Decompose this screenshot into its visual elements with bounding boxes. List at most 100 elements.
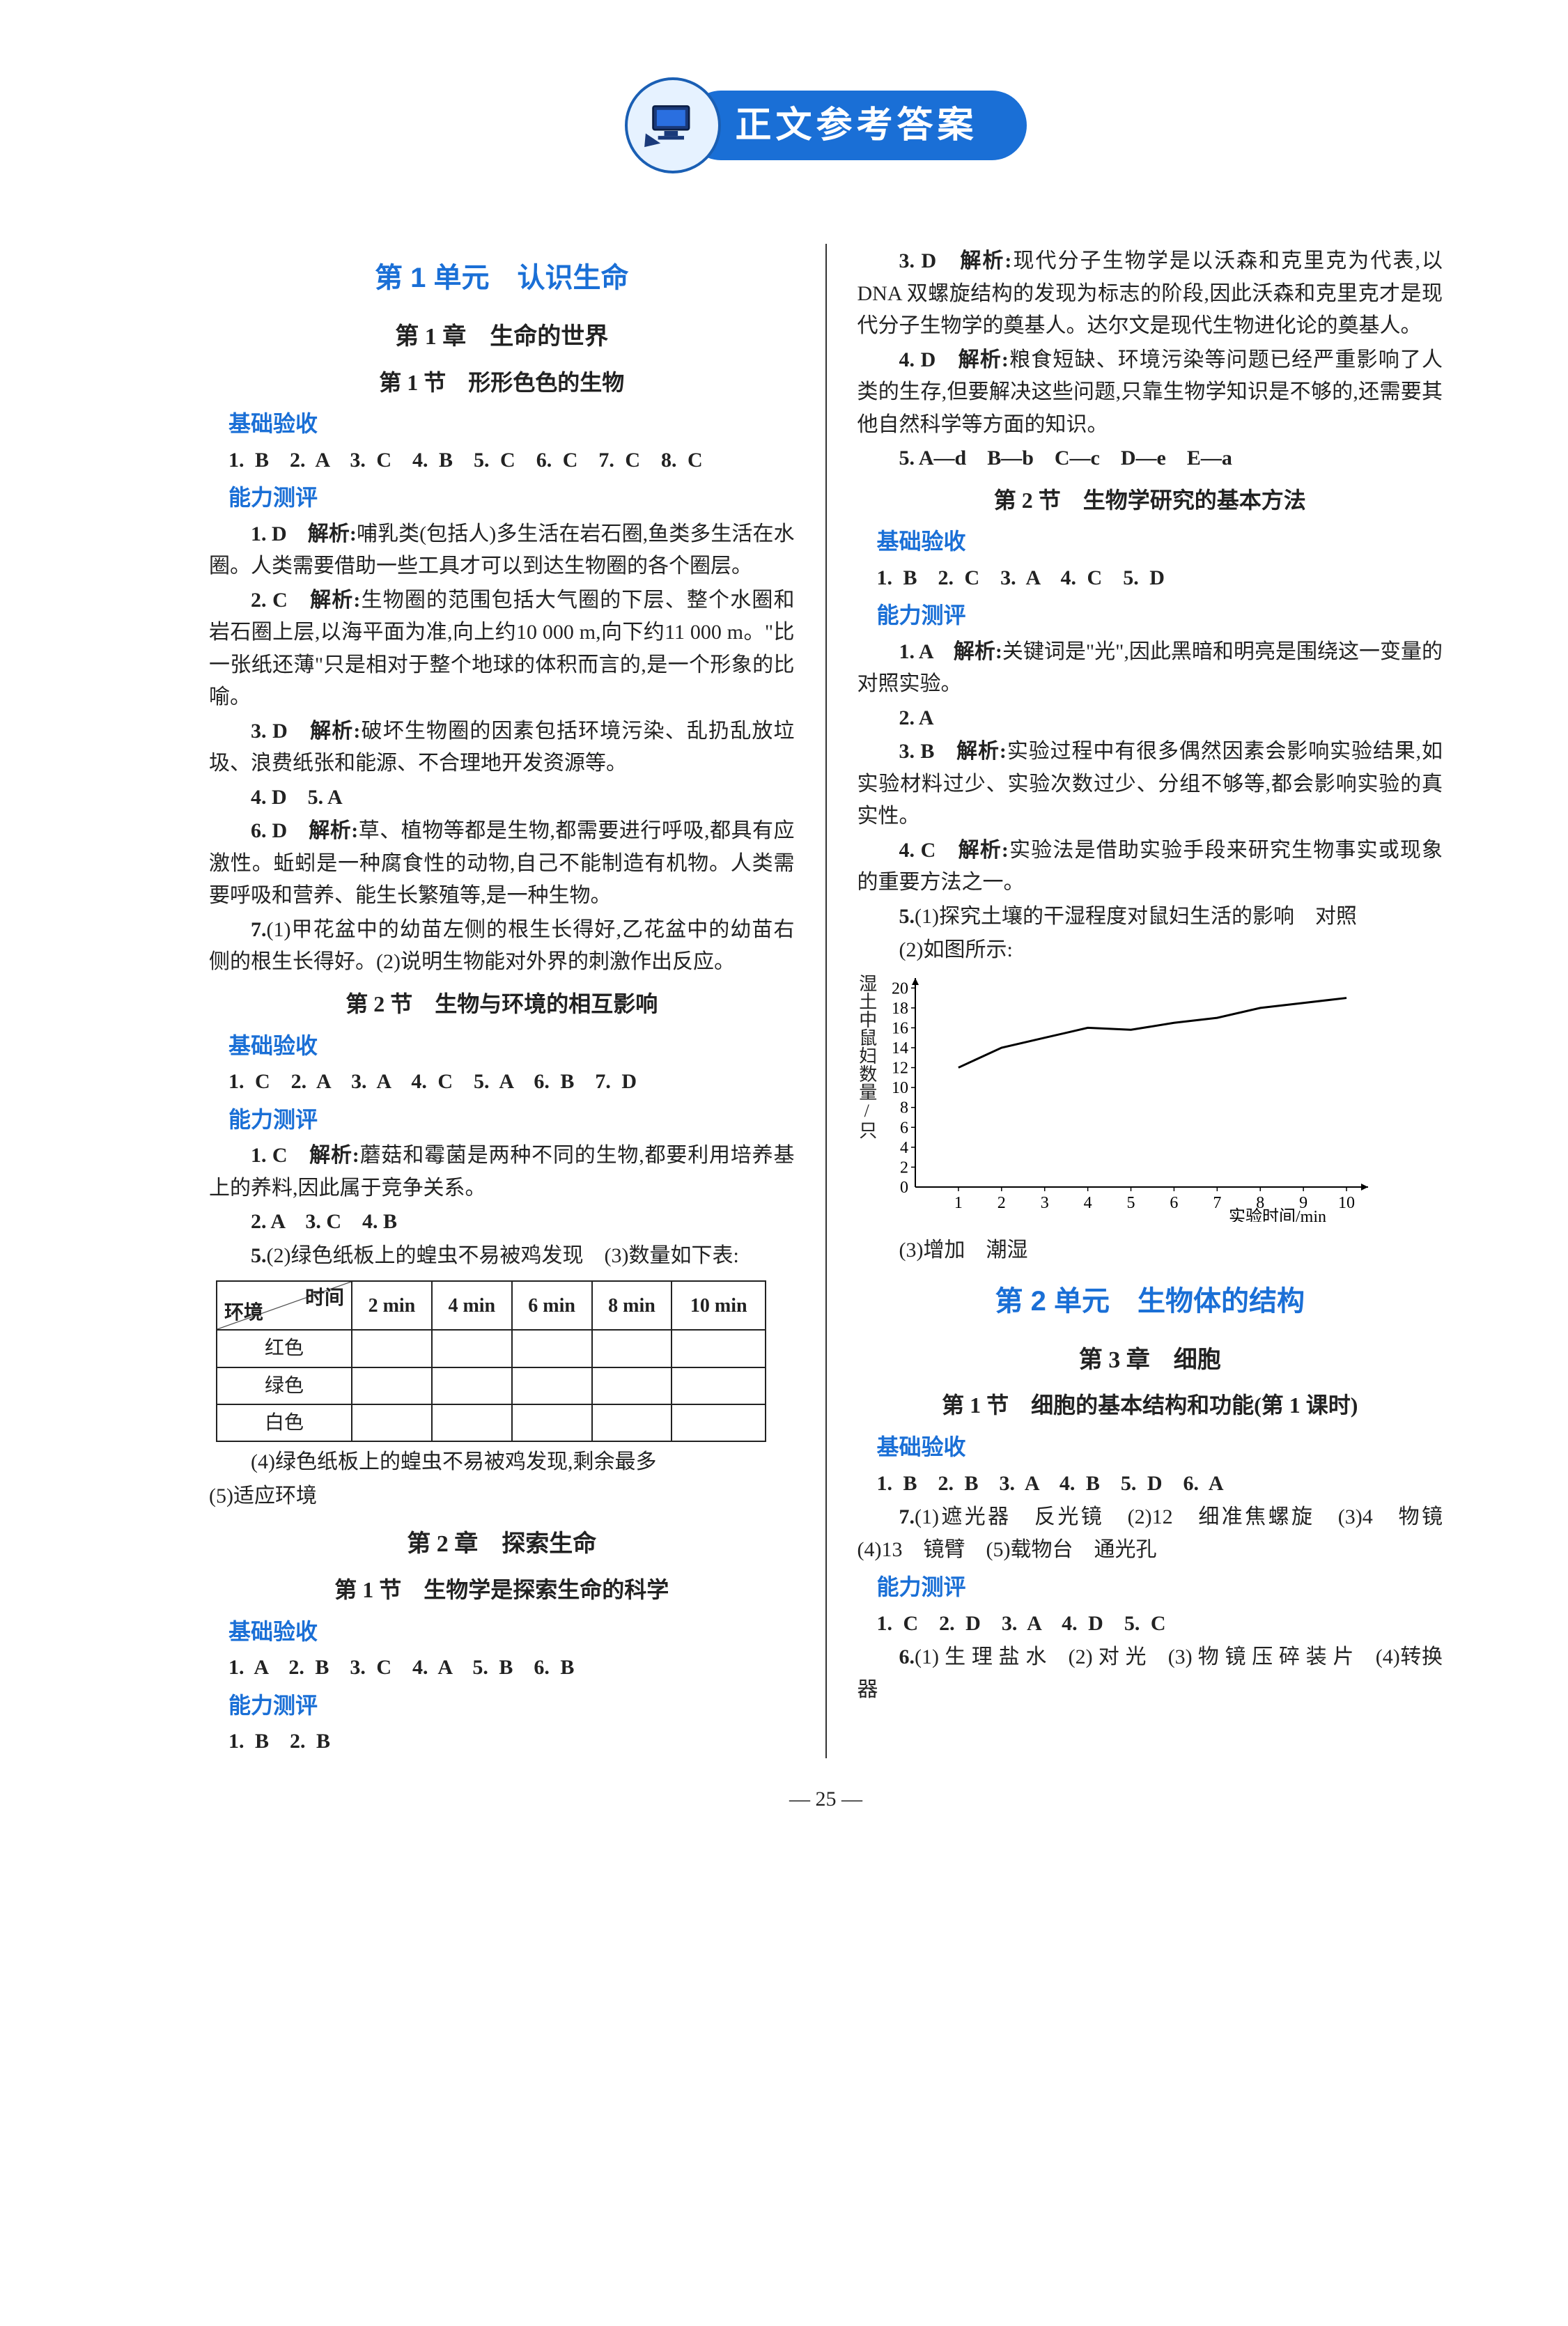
answer-lead: 1. D 解析:: [251, 522, 357, 545]
answer-lead: 7.: [251, 918, 267, 941]
svg-text:2: 2: [900, 1158, 908, 1177]
category-label: 基础验收: [228, 1029, 795, 1064]
unit-title: 第 2 单元 生物体的结构: [857, 1280, 1443, 1323]
answer-lead: 1. A 解析:: [899, 640, 1002, 663]
explanation: 2. C 解析:生物圈的范围包括大气圈的下层、整个水圈和岩石圈上层,以海平面为准…: [209, 584, 795, 714]
table-diag-header: 时间 环境: [217, 1281, 352, 1330]
body-text: (1)探究土壤的干湿程度对鼠妇生活的影响 对照: [915, 905, 1357, 928]
answer-line: 1. B 2. C 3. A 4. C 5. D: [877, 562, 1443, 595]
answer-line: 2. A: [857, 702, 1443, 735]
category-label: 基础验收: [228, 407, 795, 442]
category-label: 能力测评: [877, 598, 1443, 633]
right-column: 3. D 解析:现代分子生物学是以沃森和克里克为代表,以 DNA 双螺旋结构的发…: [852, 244, 1443, 1758]
svg-text:5: 5: [1126, 1194, 1135, 1212]
answer-line: 2. A 3. C 4. B: [209, 1206, 795, 1239]
header-time: 时间: [305, 1283, 344, 1313]
answer-line: 4. D 5. A: [209, 782, 795, 814]
col-header: 2 min: [352, 1281, 432, 1330]
col-header: 10 min: [672, 1281, 766, 1330]
svg-text:20: 20: [892, 979, 908, 998]
body-text: (5)适应环境: [209, 1480, 795, 1513]
chapter-title: 第 2 章 探索生命: [209, 1526, 795, 1563]
body-text: (1)遮光器 反光镜 (2)12 细准焦螺旋 (3)4 物镜 (4)13 镜臂 …: [857, 1505, 1464, 1561]
svg-text:10: 10: [1338, 1194, 1355, 1212]
line-chart: 湿土中鼠妇数量/只 2468101214161820012345678910实验…: [857, 971, 1443, 1232]
answer-lead: 4. C 解析:: [899, 839, 1009, 862]
explanation: 4. C 解析:实验法是借助实验手段来研究生物事实或现象的重要方法之一。: [857, 835, 1443, 899]
column-divider: [825, 244, 827, 1758]
svg-text:8: 8: [900, 1099, 908, 1117]
chart-ylabel: 湿土中鼠妇数量/只: [857, 971, 876, 1232]
answer-line: 1. C 2. A 3. A 4. C 5. A 6. B 7. D: [228, 1066, 795, 1099]
explanation: 1. C 解析:蘑菇和霉菌是两种不同的生物,都要利用培养基上的养料,因此属于竞争…: [209, 1140, 795, 1204]
answer-line: 1. B 2. B 3. A 4. B 5. D 6. A: [877, 1468, 1443, 1501]
explanation: 6.(1) 生 理 盐 水 (2) 对 光 (3) 物 镜 压 碎 装 片 (4…: [857, 1641, 1443, 1706]
svg-text:16: 16: [892, 1019, 908, 1037]
banner-icon: [625, 77, 721, 173]
answer-lead: 1. C 解析:: [251, 1144, 359, 1167]
section-title: 第 1 节 细胞的基本结构和功能(第 1 课时): [857, 1388, 1443, 1423]
category-label: 基础验收: [228, 1615, 795, 1650]
col-header: 8 min: [592, 1281, 672, 1330]
answer-lead: 4. D 5. A: [251, 786, 343, 809]
row-header: 红色: [217, 1330, 352, 1367]
section-title: 第 1 节 生物学是探索生命的科学: [209, 1573, 795, 1608]
svg-text:3: 3: [1041, 1194, 1049, 1212]
svg-text:7: 7: [1213, 1194, 1221, 1212]
category-label: 能力测评: [228, 1103, 795, 1138]
body-text: (1) 生 理 盐 水 (2) 对 光 (3) 物 镜 压 碎 装 片 (4)转…: [857, 1645, 1443, 1701]
banner: 正文参考答案: [209, 84, 1443, 195]
left-column: 第 1 单元 认识生命 第 1 章 生命的世界 第 1 节 形形色色的生物 基础…: [209, 244, 800, 1758]
answer-lead: 2. A 3. C 4. B: [251, 1210, 397, 1233]
svg-text:18: 18: [892, 1000, 908, 1018]
svg-text:4: 4: [900, 1139, 908, 1157]
two-column-layout: 第 1 单元 认识生命 第 1 章 生命的世界 第 1 节 形形色色的生物 基础…: [209, 244, 1443, 1758]
answer-lead: 5.: [899, 905, 915, 928]
svg-text:12: 12: [892, 1059, 908, 1077]
answer-lead: 4. D 解析:: [899, 348, 1009, 371]
chapter-title: 第 3 章 细胞: [857, 1342, 1443, 1379]
svg-text:实验时间/min: 实验时间/min: [1229, 1207, 1326, 1222]
section-title: 第 1 节 形形色色的生物: [209, 366, 795, 401]
answer-line: 1. C 2. D 3. A 4. D 5. C: [877, 1608, 1443, 1641]
page-number: — 25 —: [209, 1783, 1443, 1816]
svg-text:1: 1: [954, 1194, 963, 1212]
explanation: 7.(1)遮光器 反光镜 (2)12 细准焦螺旋 (3)4 物镜 (4)13 镜…: [857, 1501, 1443, 1566]
explanation: 1. A 解析:关键词是"光",因此黑暗和明亮是围绕这一变量的对照实验。: [857, 636, 1443, 701]
monitor-icon: [642, 98, 704, 153]
body-text: (1)甲花盆中的幼苗左侧的根生长得好,乙花盆中的幼苗右侧的根生长得好。(2)说明…: [209, 918, 795, 974]
answer-lead: 7.: [899, 1505, 915, 1528]
body-text: (2)绿色纸板上的蝗虫不易被鸡发现 (3)数量如下表:: [267, 1244, 739, 1267]
answer-line: 1. A 2. B 3. C 4. A 5. B 6. B: [228, 1652, 795, 1684]
table-row: 绿色: [217, 1367, 766, 1404]
body-text: (4)绿色纸板上的蝗虫不易被鸡发现,剩余最多: [209, 1446, 795, 1479]
explanation: 3. D 解析:破坏生物圈的因素包括环境污染、乱扔乱放垃圾、浪费纸张和能源、不合…: [209, 715, 795, 780]
header-env: 环境: [224, 1298, 263, 1328]
explanation: 7.(1)甲花盆中的幼苗左侧的根生长得好,乙花盆中的幼苗右侧的根生长得好。(2)…: [209, 914, 795, 979]
col-header: 6 min: [512, 1281, 592, 1330]
answer-lead: 6.: [899, 1645, 915, 1668]
answer-lead: 6. D 解析:: [251, 819, 358, 842]
svg-text:6: 6: [1170, 1194, 1178, 1212]
svg-text:4: 4: [1083, 1194, 1092, 1212]
table-row: 红色: [217, 1330, 766, 1367]
answer-lead: 3. B 解析:: [899, 740, 1007, 763]
unit-title: 第 1 单元 认识生命: [209, 256, 795, 300]
svg-text:10: 10: [892, 1079, 908, 1097]
svg-text:2: 2: [998, 1194, 1006, 1212]
svg-text:14: 14: [892, 1039, 908, 1057]
explanation: 5.(1)探究土壤的干湿程度对鼠妇生活的影响 对照: [857, 901, 1443, 933]
category-label: 基础验收: [877, 1430, 1443, 1465]
answer-lead: 2. A: [899, 706, 934, 729]
answer-line: 5. A—d B—b C—c D—e E—a: [857, 442, 1443, 475]
answer-lead: 5. A—d B—b C—c D—e E—a: [899, 447, 1232, 470]
banner-title: 正文参考答案: [686, 91, 1026, 160]
explanation: 6. D 解析:草、植物等都是生物,都需要进行呼吸,都具有应激性。蚯蚓是一种腐食…: [209, 815, 795, 913]
section-title: 第 2 节 生物与环境的相互影响: [209, 987, 795, 1022]
answer-line: 1. B 2. B: [228, 1726, 795, 1758]
explanation: 5.(2)绿色纸板上的蝗虫不易被鸡发现 (3)数量如下表:: [209, 1240, 795, 1273]
svg-text:6: 6: [900, 1119, 908, 1137]
answer-lead: 3. D 解析:: [251, 720, 360, 743]
explanation: 4. D 解析:粮食短缺、环境污染等问题已经严重影响了人类的生存,但要解决这些问…: [857, 344, 1443, 442]
answer-lead: 2. C 解析:: [251, 589, 360, 612]
